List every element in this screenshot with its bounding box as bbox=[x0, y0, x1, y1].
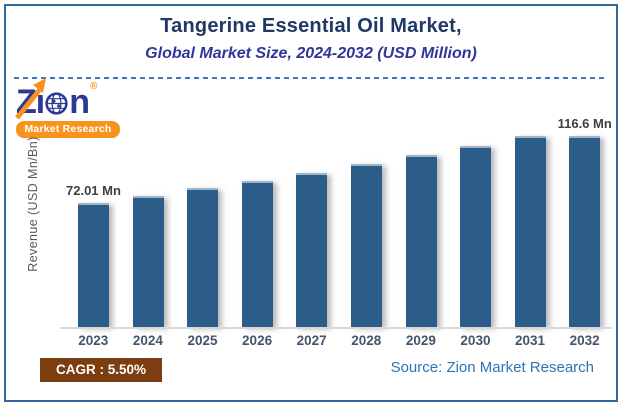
x-axis-line bbox=[60, 327, 612, 329]
bar-slot-2027 bbox=[285, 116, 340, 327]
data-label-2023: 72.01 Mn bbox=[66, 182, 121, 198]
plot-area: 72.01 Mn 116.6 Mn bbox=[66, 116, 612, 327]
x-tick-2023: 2023 bbox=[78, 333, 109, 348]
bar-slot-2024 bbox=[121, 116, 176, 327]
x-tick-2028: 2028 bbox=[351, 333, 382, 348]
bar-2030 bbox=[460, 145, 492, 327]
chart-title: Tangerine Essential Oil Market, bbox=[160, 15, 462, 37]
bar-slot-2032: 116.6 Mn bbox=[557, 116, 612, 327]
chart-subtitle: Global Market Size, 2024-2032 (USD Milli… bbox=[145, 45, 477, 62]
x-tick-2026: 2026 bbox=[242, 333, 273, 348]
logo-tagline: Market Research bbox=[16, 121, 120, 138]
cagr-badge: CAGR : 5.50% bbox=[40, 358, 163, 382]
bar-slot-2025 bbox=[175, 116, 230, 327]
x-tick-2031: 2031 bbox=[515, 333, 546, 348]
bar-slot-2028 bbox=[339, 116, 394, 327]
bar-2025 bbox=[187, 188, 219, 327]
x-tick-2030: 2030 bbox=[460, 333, 491, 348]
x-tick-2029: 2029 bbox=[405, 333, 436, 348]
x-tick-2027: 2027 bbox=[296, 333, 327, 348]
bar-slot-2030 bbox=[448, 116, 503, 327]
logo-letter-n: n bbox=[69, 83, 90, 121]
logo-letter-i: i bbox=[35, 83, 46, 121]
globe-icon bbox=[45, 91, 68, 115]
x-tick-2032: 2032 bbox=[569, 333, 600, 348]
bar-2029 bbox=[405, 155, 437, 327]
registered-mark: ® bbox=[90, 81, 98, 92]
bar-2027 bbox=[296, 172, 328, 327]
dashed-divider bbox=[14, 77, 608, 79]
bar-slot-2029 bbox=[394, 116, 449, 327]
logo-letter-z: Z bbox=[16, 83, 37, 121]
bar-2026 bbox=[241, 180, 273, 327]
bar-2023 bbox=[77, 202, 109, 327]
x-tick-2025: 2025 bbox=[187, 333, 218, 348]
data-label-2032: 116.6 Mn bbox=[557, 116, 612, 131]
bar-2028 bbox=[350, 164, 382, 327]
bar-2031 bbox=[514, 135, 546, 327]
bar-slot-2026 bbox=[230, 116, 285, 327]
bar-slot-2023: 72.01 Mn bbox=[66, 116, 121, 327]
border-frame bbox=[4, 4, 618, 402]
bar-2024 bbox=[132, 195, 164, 327]
y-axis-title: Revenue (USD Mn/Bn) bbox=[26, 136, 40, 272]
x-tick-2024: 2024 bbox=[132, 333, 163, 348]
bar-2032 bbox=[569, 136, 601, 327]
bar-slot-2031 bbox=[503, 116, 558, 327]
source-text: Source: Zion Market Research bbox=[390, 359, 594, 376]
x-axis-labels: 2023 2024 2025 2026 2027 2028 2029 2030 2031 2032 bbox=[66, 333, 612, 348]
